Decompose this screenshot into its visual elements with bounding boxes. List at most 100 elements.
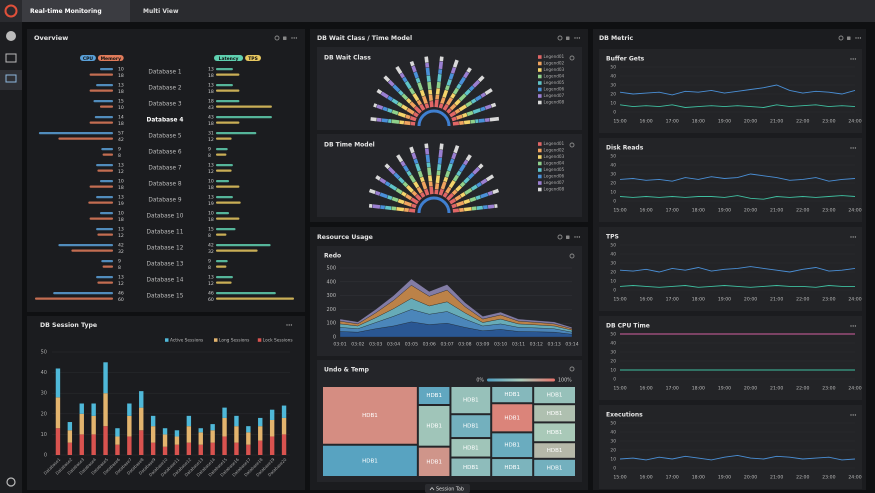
y-tick-label: 20 bbox=[41, 411, 47, 417]
radial-segment bbox=[424, 103, 430, 109]
legend-chip[interactable] bbox=[80, 55, 96, 61]
active-tab[interactable] bbox=[22, 0, 130, 22]
radial-segment bbox=[429, 100, 434, 108]
radial-segment bbox=[435, 94, 440, 100]
radial-segment bbox=[424, 56, 429, 63]
legend-chip[interactable] bbox=[245, 55, 261, 61]
legend-swatch bbox=[538, 55, 542, 59]
legend-swatch bbox=[538, 161, 542, 166]
legend-label: Legend06 bbox=[544, 174, 565, 179]
x-tick-label: 03:13 bbox=[548, 342, 561, 348]
settings-icon[interactable] bbox=[838, 35, 844, 41]
x-tick-label: 03:06 bbox=[423, 342, 436, 348]
tps-bar bbox=[216, 265, 227, 268]
more-icon[interactable] bbox=[852, 147, 854, 149]
user-icon[interactable] bbox=[6, 31, 16, 41]
more-icon[interactable] bbox=[293, 37, 295, 39]
more-icon[interactable] bbox=[857, 37, 859, 39]
scale-label: 100% bbox=[558, 378, 572, 384]
radial-segment bbox=[410, 197, 419, 205]
legend-chip[interactable] bbox=[97, 55, 124, 61]
legend-label: Legend07 bbox=[544, 93, 565, 98]
more-icon[interactable] bbox=[850, 325, 852, 327]
more-icon[interactable] bbox=[576, 236, 578, 238]
more-icon[interactable] bbox=[288, 324, 290, 326]
radial-segment bbox=[375, 175, 381, 181]
treemap-cell bbox=[418, 447, 450, 476]
legend-swatch bbox=[214, 338, 218, 342]
card-title: Redo bbox=[324, 253, 341, 260]
treemap-cell bbox=[492, 404, 533, 432]
cpu-bar bbox=[101, 148, 113, 151]
x-tick-label: 15:00 bbox=[613, 475, 626, 481]
more-icon[interactable] bbox=[850, 414, 852, 416]
more-icon[interactable] bbox=[855, 37, 857, 39]
more-icon[interactable] bbox=[852, 414, 854, 416]
more-icon[interactable] bbox=[290, 324, 293, 326]
more-icon[interactable] bbox=[852, 58, 854, 60]
more-icon[interactable] bbox=[578, 37, 581, 39]
more-icon[interactable] bbox=[852, 325, 854, 327]
settings-icon[interactable] bbox=[569, 142, 575, 148]
more-icon[interactable] bbox=[854, 147, 857, 149]
latency-bar bbox=[216, 132, 257, 135]
more-icon[interactable] bbox=[286, 324, 288, 326]
more-icon[interactable] bbox=[295, 37, 298, 39]
more-icon[interactable] bbox=[854, 236, 857, 238]
settings-icon[interactable] bbox=[569, 55, 575, 61]
more-icon[interactable] bbox=[854, 58, 857, 60]
settings-icon[interactable] bbox=[557, 35, 563, 41]
more-icon[interactable] bbox=[574, 37, 576, 39]
radial-segment bbox=[427, 175, 433, 182]
more-icon[interactable] bbox=[574, 236, 576, 238]
line-series bbox=[619, 104, 856, 108]
more-icon[interactable] bbox=[850, 147, 852, 149]
cpu-bar bbox=[53, 292, 113, 295]
more-icon[interactable] bbox=[850, 236, 852, 238]
treemap-label: HDB1 bbox=[362, 413, 378, 419]
radial-segment bbox=[438, 69, 443, 75]
cpu-value: 10 bbox=[118, 67, 124, 73]
radial-segment bbox=[428, 89, 433, 95]
legend-label: Long Sessions bbox=[219, 338, 250, 344]
settings-icon[interactable] bbox=[6, 477, 16, 487]
bar-segment bbox=[258, 440, 263, 455]
latency-value: 46 bbox=[208, 291, 214, 297]
radial-segment bbox=[403, 200, 413, 207]
settings-icon[interactable] bbox=[274, 35, 280, 41]
tps-bar bbox=[216, 89, 240, 92]
settings-icon[interactable] bbox=[569, 253, 575, 259]
treemap-cell bbox=[323, 387, 417, 444]
legend-swatch bbox=[538, 94, 542, 98]
more-icon[interactable] bbox=[291, 37, 293, 39]
memory-bar bbox=[89, 73, 113, 76]
legend-chip[interactable] bbox=[214, 55, 244, 61]
bar-segment bbox=[91, 434, 96, 455]
settings-icon[interactable] bbox=[569, 366, 575, 372]
more-icon[interactable] bbox=[852, 236, 854, 238]
more-icon[interactable] bbox=[850, 58, 852, 60]
settings-icon[interactable] bbox=[557, 234, 563, 240]
x-tick-label: 18:00 bbox=[692, 208, 705, 214]
area-band bbox=[339, 278, 573, 329]
legend-swatch bbox=[538, 81, 542, 85]
bar-segment bbox=[186, 426, 192, 443]
more-icon[interactable] bbox=[854, 325, 857, 327]
radial-segment bbox=[395, 65, 403, 75]
radial-segment bbox=[487, 190, 494, 196]
radial-segment bbox=[440, 97, 446, 105]
radial-segment bbox=[412, 93, 420, 102]
memory-value: 18 bbox=[118, 121, 124, 127]
more-icon[interactable] bbox=[854, 414, 857, 416]
x-tick-label: 18:00 bbox=[692, 386, 705, 392]
x-tick-label: 24:00 bbox=[848, 475, 861, 481]
radial-segment bbox=[485, 174, 495, 182]
more-icon[interactable] bbox=[578, 236, 581, 238]
treemap-cell bbox=[451, 439, 491, 457]
more-icon[interactable] bbox=[576, 37, 578, 39]
radial-segment bbox=[438, 188, 444, 196]
session-tab-button[interactable] bbox=[425, 484, 470, 493]
menu-icon bbox=[5, 53, 17, 63]
more-icon[interactable] bbox=[859, 37, 862, 39]
radial-segment bbox=[452, 208, 460, 213]
